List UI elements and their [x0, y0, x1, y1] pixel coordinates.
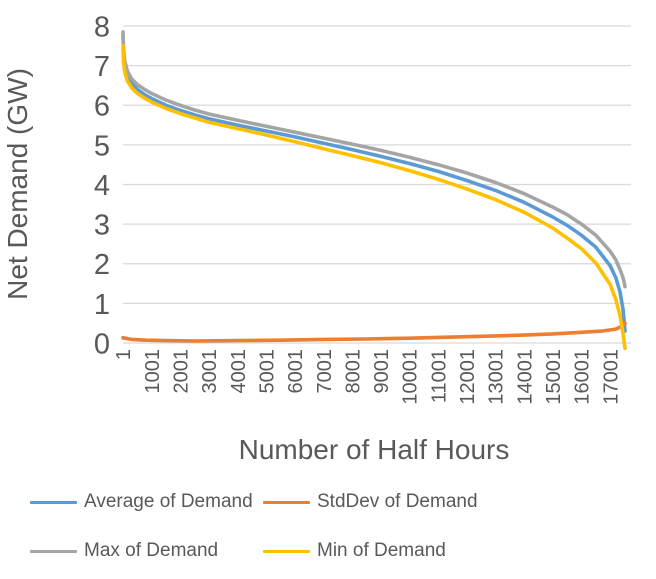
- legend-item-average[interactable]: Average of Demand: [30, 489, 253, 515]
- legend-label-stddev: StdDev of Demand: [317, 491, 478, 512]
- legend-row-1: Average of Demand StdDev of Demand: [0, 489, 656, 515]
- x-tick-label-14001: 14001: [514, 349, 536, 405]
- series-line-max-of-demand: [121, 30, 627, 289]
- x-tick-label-1: 1: [113, 349, 135, 360]
- x-tick-label-6001: 6001: [285, 349, 307, 394]
- x-tick-label-8001: 8001: [342, 349, 364, 394]
- y-tick-label-3: 3: [94, 210, 110, 242]
- y-tick-label-2: 2: [94, 249, 110, 281]
- x-tick-label-7001: 7001: [314, 349, 336, 394]
- series-line-stddev-of-demand: [121, 321, 627, 343]
- legend-label-max: Max of Demand: [84, 540, 219, 561]
- y-tick-label-4: 4: [94, 170, 110, 202]
- x-tick-label-5001: 5001: [256, 349, 278, 394]
- x-tick-label-1001: 1001: [142, 349, 164, 394]
- series-line-min-of-demand: [121, 43, 627, 351]
- y-tick-label-6: 6: [94, 91, 110, 123]
- legend-item-min[interactable]: Min of Demand: [263, 538, 446, 564]
- x-tick-label-9001: 9001: [371, 349, 393, 394]
- x-tick-label-12001: 12001: [457, 349, 479, 405]
- y-tick-label-7: 7: [94, 51, 110, 83]
- legend-label-min: Min of Demand: [317, 540, 446, 561]
- legend-row-2: Max of Demand Min of Demand: [0, 538, 656, 564]
- series-lines: [121, 30, 627, 351]
- x-axis-title: Number of Half Hours: [239, 434, 510, 465]
- gridlines: [123, 25, 631, 344]
- x-tick-label-15001: 15001: [543, 349, 565, 405]
- legend-swatch-min-line-icon: [263, 549, 310, 553]
- x-tick-label-11001: 11001: [428, 349, 450, 403]
- x-tick-label-17001: 17001: [600, 349, 622, 405]
- y-tick-label-8: 8: [94, 11, 110, 43]
- x-tick-label-10001: 10001: [400, 349, 422, 405]
- y-tick-label-5: 5: [94, 130, 110, 162]
- legend-item-stddev[interactable]: StdDev of Demand: [263, 489, 478, 515]
- x-tick-label-13001: 13001: [486, 349, 508, 405]
- legend-swatch-stddev-line-icon: [263, 500, 310, 504]
- x-tick-label-16001: 16001: [572, 349, 594, 405]
- legend-label-average: Average of Demand: [84, 491, 253, 512]
- y-axis-tick-labels: 0 1 2 3 4 5 6 7 8: [94, 11, 110, 360]
- legend-swatch-max-line-icon: [30, 549, 77, 553]
- legend-swatch-average-line-icon: [30, 500, 77, 504]
- x-axis-tick-labels: 1 1001 2001 3001 4001 5001 6001 7001 8001 9001 100…: [113, 349, 622, 405]
- y-tick-label-1: 1: [94, 289, 110, 321]
- x-tick-label-4001: 4001: [228, 349, 250, 394]
- legend-item-max[interactable]: Max of Demand: [30, 538, 218, 564]
- y-tick-label-0: 0: [94, 328, 110, 360]
- x-tick-label-3001: 3001: [199, 349, 221, 394]
- x-tick-label-2001: 2001: [171, 349, 193, 394]
- y-axis-title: Net Demand (GW): [2, 68, 33, 300]
- series-line-average-of-demand: [121, 34, 627, 333]
